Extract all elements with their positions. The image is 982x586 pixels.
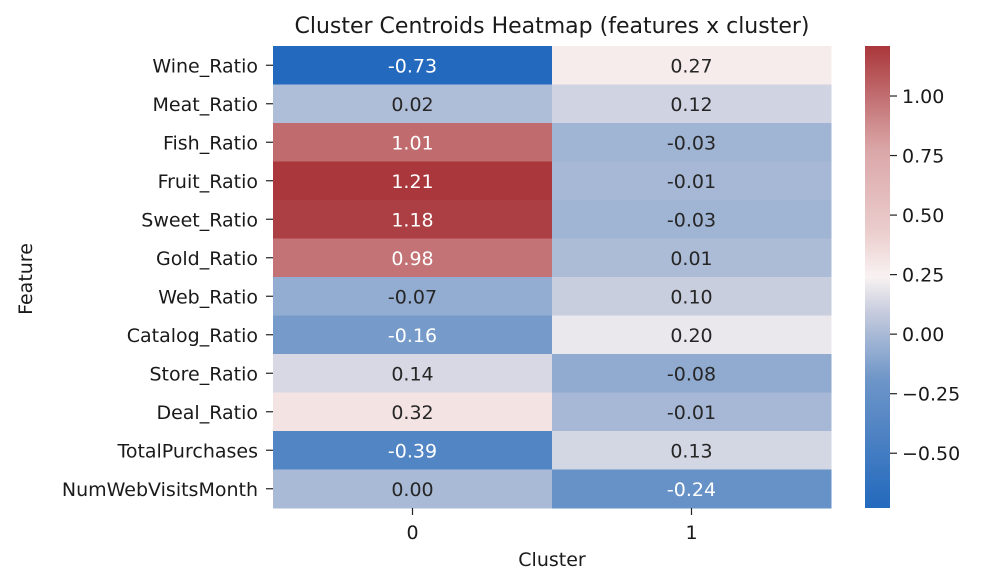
y-tick-label: NumWebVisitsMonth (62, 479, 258, 501)
cell-value-label: -0.24 (667, 479, 716, 501)
y-tick-label: Wine_Ratio (152, 55, 258, 77)
cell-value-label: -0.03 (667, 132, 716, 154)
colorbar-tick-label: 0.50 (902, 205, 944, 227)
heatmap-cell (552, 200, 832, 239)
cell-value-label: 0.32 (391, 402, 433, 424)
cell-value-label: 0.02 (391, 94, 433, 116)
heatmap-cell (273, 238, 553, 278)
cell-value-label: -0.08 (667, 363, 716, 385)
heatmap-cell (273, 161, 553, 201)
heatmap-cell (552, 315, 832, 355)
heatmap-cell (273, 392, 553, 432)
y-tick-label: Meat_Ratio (153, 94, 258, 116)
heatmap-cell (273, 469, 553, 509)
y-tick-label: Gold_Ratio (156, 248, 258, 270)
cell-value-label: -0.03 (667, 209, 716, 231)
colorbar-tick-label: 0.00 (902, 324, 944, 346)
cell-value-label: -0.16 (388, 325, 437, 347)
heatmap-cells (273, 46, 832, 509)
cell-value-label: 1.21 (391, 171, 433, 193)
x-tick-label: 0 (406, 522, 418, 544)
y-tick-label: TotalPurchases (116, 440, 258, 462)
cell-value-label: 1.18 (391, 209, 433, 231)
colorbar-tick-label: −0.25 (902, 384, 960, 406)
cell-value-label: -0.01 (667, 171, 716, 193)
y-axis-label: Feature (15, 243, 37, 315)
cell-value-label: 0.01 (670, 248, 712, 270)
colorbar-tick-label: −0.50 (902, 443, 960, 465)
heatmap-cell (552, 392, 832, 432)
y-axis: Wine_Ratio Meat_Ratio Fish_Ratio Fruit_Rati… (62, 55, 273, 501)
cell-value-label: 0.98 (391, 248, 433, 270)
heatmap-cell (273, 315, 553, 355)
colorbar-gradient (865, 46, 890, 508)
heatmap-cell (552, 84, 832, 124)
heatmap-cell (273, 84, 553, 124)
cell-value-label: -0.39 (388, 440, 437, 462)
heatmap-cell (552, 354, 832, 393)
colorbar-tick-label: 0.25 (902, 265, 944, 287)
cell-value-label: -0.73 (388, 55, 437, 77)
heatmap-cell (552, 123, 832, 162)
heatmap-cell (273, 354, 553, 393)
chart-title: Cluster Centroids Heatmap (features x cl… (294, 14, 809, 39)
heatmap-cell (273, 431, 553, 470)
y-tick-label: Deal_Ratio (156, 402, 258, 424)
y-tick-label: Catalog_Ratio (127, 325, 258, 347)
y-tick-label: Store_Ratio (150, 363, 259, 385)
cell-value-label: 0.12 (670, 94, 712, 116)
colorbar: −0.50 −0.25 0.00 0.25 0.50 0.75 1.00 (865, 46, 960, 508)
heatmap-cell (273, 123, 553, 162)
heatmap-cell (552, 238, 832, 278)
cell-value-label: -0.01 (667, 402, 716, 424)
y-tick-label: Sweet_Ratio (141, 209, 258, 231)
heatmap-cell (273, 277, 553, 316)
cell-value-label: 0.00 (391, 479, 433, 501)
cell-value-label: -0.07 (388, 286, 437, 308)
heatmap-cell (552, 46, 832, 85)
heatmap-cell (273, 46, 553, 85)
y-tick-label: Fish_Ratio (163, 132, 258, 154)
cell-value-label: 0.14 (391, 363, 433, 385)
cell-value-label: 0.10 (670, 286, 712, 308)
y-tick-label: Web_Ratio (158, 286, 258, 308)
colorbar-tick-label: 0.75 (902, 146, 944, 168)
heatmap-cell-labels: -0.73 0.27 0.02 0.12 1.01 -0.03 1.21 -0.01 1.18 -… (388, 55, 716, 501)
cell-value-label: 0.13 (670, 440, 712, 462)
heatmap-cell (552, 161, 832, 201)
heatmap-cell (273, 200, 553, 239)
x-tick-label: 1 (685, 522, 697, 544)
heatmap-cell (552, 277, 832, 316)
heatmap-cell (552, 431, 832, 470)
cell-value-label: 0.27 (670, 55, 712, 77)
x-axis-label: Cluster (518, 549, 586, 571)
y-tick-label: Fruit_Ratio (158, 171, 258, 193)
cell-value-label: 1.01 (391, 132, 433, 154)
colorbar-tick-label: 1.00 (902, 86, 944, 108)
cell-value-label: 0.20 (670, 325, 712, 347)
heatmap-cell (552, 469, 832, 509)
